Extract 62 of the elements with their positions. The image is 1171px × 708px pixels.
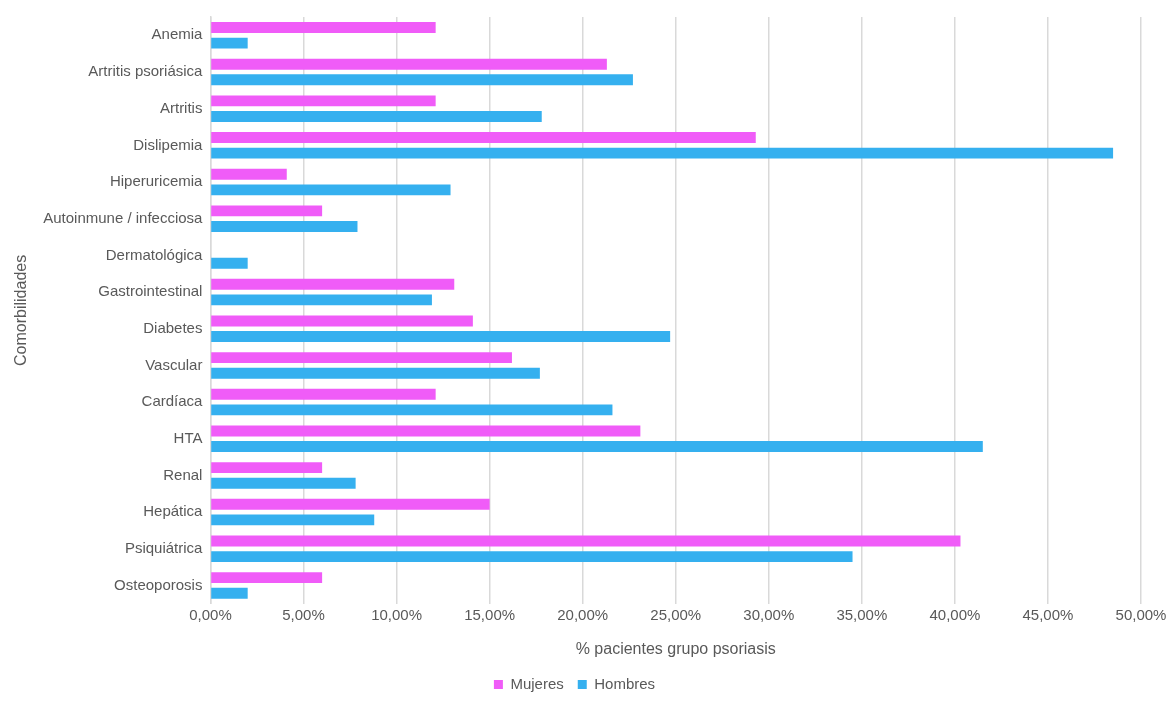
bar	[211, 352, 512, 364]
bar	[211, 367, 540, 379]
bar	[211, 315, 473, 327]
y-tick-label: Anemia	[151, 25, 204, 43]
bar	[211, 294, 432, 306]
y-tick-label: Cardíaca	[141, 392, 204, 410]
bar	[211, 278, 455, 290]
y-tick-label: Hiperuricemia	[109, 172, 204, 190]
x-tick-label: 50,00%	[1115, 605, 1167, 623]
bar	[211, 514, 375, 526]
bar	[211, 462, 323, 474]
x-tick-label: 0,00%	[189, 605, 232, 623]
bar	[211, 95, 436, 107]
bar	[211, 132, 756, 144]
y-tick-label: HTA	[173, 428, 203, 446]
x-tick-label: 15,00%	[464, 605, 516, 623]
bar	[211, 425, 641, 437]
bar	[211, 404, 613, 416]
bar	[211, 572, 323, 584]
y-tick-label: Dislipemia	[133, 135, 204, 153]
bar	[211, 205, 323, 217]
bar	[211, 147, 1114, 159]
x-tick-label: 25,00%	[650, 605, 702, 623]
y-tick-label: Psiquiátrica	[124, 538, 204, 556]
y-tick-label: Vascular	[145, 355, 203, 373]
x-tick-label: 30,00%	[743, 605, 795, 623]
x-tick-label: 20,00%	[557, 605, 609, 623]
bar	[211, 168, 287, 180]
y-tick-label: Osteoporosis	[114, 575, 203, 593]
bar	[211, 441, 983, 453]
x-axis-title: % pacientes grupo psoriasis	[575, 639, 776, 657]
bar	[211, 74, 633, 86]
bar	[211, 257, 248, 269]
bar	[211, 37, 248, 49]
y-tick-label: Diabetes	[143, 318, 203, 336]
y-tick-label: Gastrointestinal	[98, 282, 203, 300]
y-tick-label: Artritis	[159, 98, 203, 116]
legend-label: Hombres	[594, 674, 656, 692]
bar	[211, 535, 961, 547]
bar	[211, 22, 436, 33]
bar	[211, 184, 451, 196]
x-tick-label: 10,00%	[371, 605, 422, 623]
y-tick-label: Hepática	[143, 502, 204, 520]
legend-label: Mujeres	[510, 674, 564, 692]
y-axis-title: Comorbilidades	[12, 254, 30, 366]
bar	[211, 221, 358, 232]
bar	[211, 111, 542, 122]
y-tick-label: Dermatológica	[105, 245, 204, 263]
x-tick-label: 45,00%	[1022, 605, 1074, 623]
bar	[211, 551, 853, 563]
bar	[211, 498, 490, 510]
bar	[211, 587, 248, 599]
bar	[211, 477, 356, 489]
bar	[211, 331, 671, 342]
x-tick-label: 5,00%	[282, 605, 325, 623]
bar	[211, 388, 436, 400]
x-tick-label: 40,00%	[929, 605, 981, 623]
y-tick-label: Artritis psoriásica	[88, 62, 204, 80]
x-tick-label: 35,00%	[836, 605, 888, 623]
y-tick-label: Renal	[163, 465, 203, 483]
y-tick-label: Autoinmune / infecciosa	[43, 208, 204, 226]
bar	[211, 58, 607, 70]
